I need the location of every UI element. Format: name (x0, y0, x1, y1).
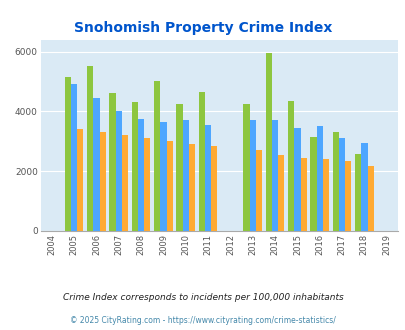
Bar (300, 158, 306, 231)
Bar (255, 150, 262, 231)
Bar (182, 120, 188, 231)
Bar (144, 138, 150, 231)
Bar (153, 82, 160, 231)
Bar (99, 132, 106, 231)
Text: © 2025 CityRating.com - https://www.cityrating.com/crime-statistics/: © 2025 CityRating.com - https://www.city… (70, 315, 335, 325)
Bar (188, 144, 195, 231)
Bar (277, 155, 284, 231)
Bar (344, 161, 351, 231)
Bar (271, 120, 277, 231)
Bar (160, 122, 166, 231)
Bar (316, 126, 322, 231)
Bar (338, 138, 344, 231)
Bar (211, 146, 217, 231)
Bar (360, 143, 367, 231)
Bar (249, 120, 255, 231)
Bar (332, 132, 338, 231)
Text: Crime Index corresponds to incidents per 100,000 inhabitants: Crime Index corresponds to incidents per… (62, 292, 343, 302)
Bar (87, 66, 93, 231)
Bar (64, 77, 71, 231)
Bar (122, 135, 128, 231)
Bar (71, 84, 77, 231)
Bar (322, 159, 328, 231)
Text: Snohomish Property Crime Index: Snohomish Property Crime Index (74, 21, 331, 35)
Bar (243, 104, 249, 231)
Bar (77, 129, 83, 231)
Bar (198, 92, 205, 231)
Bar (265, 53, 271, 231)
Bar (294, 128, 300, 231)
Bar (287, 101, 294, 231)
Bar (138, 119, 144, 231)
Bar (93, 98, 99, 231)
Bar (176, 104, 182, 231)
Bar (115, 112, 122, 231)
Bar (354, 154, 360, 231)
Bar (367, 166, 373, 231)
Bar (166, 141, 173, 231)
Bar (131, 102, 138, 231)
Bar (309, 137, 316, 231)
Bar (109, 93, 115, 231)
Bar (205, 125, 211, 231)
